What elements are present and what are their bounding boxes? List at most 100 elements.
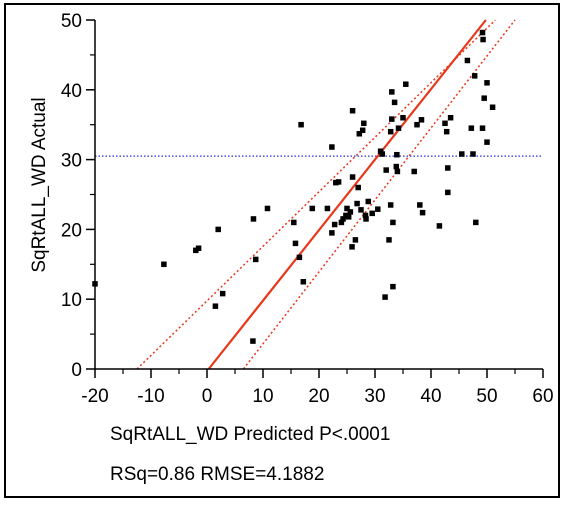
data-point	[394, 168, 401, 175]
y-tick-label: 30	[61, 151, 82, 172]
data-point	[411, 168, 417, 175]
data-point	[479, 125, 486, 131]
data-point	[292, 240, 299, 247]
data-point	[375, 206, 381, 212]
data-point	[369, 210, 375, 217]
data-point	[489, 104, 496, 110]
data-point	[356, 131, 363, 137]
data-point	[309, 205, 316, 212]
data-point	[442, 120, 448, 127]
data-point	[419, 209, 426, 216]
data-point	[400, 114, 406, 121]
data-point	[468, 125, 475, 131]
data-point	[343, 212, 349, 219]
data-point	[464, 57, 471, 64]
confidence-curve-lower	[242, 19, 516, 370]
data-point	[354, 200, 360, 207]
x-tick-label: 0	[202, 386, 213, 407]
data-point	[471, 73, 478, 79]
data-point	[447, 114, 454, 121]
data-point	[484, 139, 490, 145]
data-point	[377, 148, 384, 154]
data-point	[358, 207, 364, 213]
data-point	[403, 81, 409, 87]
data-point	[379, 151, 386, 157]
y-tick-label: 50	[61, 11, 82, 32]
y-tick-label: 0	[71, 360, 82, 381]
data-point	[252, 256, 259, 263]
data-point	[361, 120, 367, 127]
data-point	[215, 226, 221, 233]
data-point	[390, 219, 396, 226]
data-point	[389, 89, 395, 95]
data-point	[473, 219, 479, 226]
data-point	[338, 219, 345, 226]
data-point	[365, 198, 372, 205]
confidence-curve-upper	[136, 19, 496, 370]
data-point	[445, 189, 451, 196]
data-point	[383, 167, 389, 173]
data-point	[250, 338, 256, 344]
data-point	[355, 184, 361, 191]
data-point	[329, 144, 335, 150]
data-point	[436, 223, 443, 229]
data-point	[329, 230, 335, 236]
data-points	[92, 29, 496, 344]
data-point	[300, 279, 307, 285]
x-tick-label: 50	[476, 386, 497, 407]
data-point	[219, 290, 226, 297]
data-point	[393, 163, 400, 170]
data-point	[333, 179, 339, 186]
x-tick-label: 40	[420, 386, 441, 407]
data-point	[359, 127, 366, 134]
fit-line	[207, 19, 487, 370]
y-tick-label: 40	[61, 81, 82, 102]
y-tick-label: 10	[61, 290, 82, 311]
x-tick-label: -10	[137, 386, 164, 407]
data-point	[264, 205, 271, 212]
y-tick-label: 20	[61, 220, 82, 241]
data-point	[459, 151, 465, 157]
x-tick-label: 10	[252, 386, 273, 407]
data-point	[484, 80, 490, 86]
y-axis-label: SqRtALL_WD Actual	[29, 97, 50, 272]
data-point	[389, 116, 395, 122]
data-point	[418, 117, 425, 123]
data-point	[349, 244, 355, 250]
data-point	[394, 151, 400, 158]
data-point	[382, 294, 388, 300]
data-point	[347, 209, 354, 215]
x-tick-label: 60	[532, 386, 553, 407]
data-point	[363, 216, 369, 222]
x-axis-label: SqRtALL_WD Predicted P<.0001	[110, 424, 391, 445]
axes: 0 10 20 30 40 50 -20 -10 0 10 20 30 40 50 60	[61, 11, 554, 407]
data-point	[352, 237, 359, 243]
data-point	[414, 121, 420, 128]
chart-frame	[4, 3, 560, 498]
data-point	[340, 216, 346, 222]
reference-lines	[95, 19, 543, 370]
data-point	[479, 29, 486, 36]
x-tick-label: 20	[308, 386, 329, 407]
data-point	[193, 247, 199, 254]
data-point	[395, 125, 402, 131]
data-point	[298, 121, 304, 128]
data-point	[417, 202, 423, 208]
data-point	[362, 212, 369, 219]
data-point	[390, 283, 396, 290]
data-point	[345, 214, 352, 220]
data-point	[296, 254, 303, 261]
x-tick-label: -20	[81, 386, 108, 407]
data-point	[250, 216, 257, 222]
data-point	[480, 36, 486, 43]
data-point	[443, 128, 450, 135]
data-point	[344, 205, 350, 212]
fit-statistics: RSq=0.86 RMSE=4.1882	[110, 464, 325, 485]
data-point	[387, 202, 394, 208]
data-point	[195, 245, 202, 251]
data-point	[481, 95, 487, 101]
data-point	[470, 151, 476, 157]
data-point	[212, 303, 219, 309]
data-point	[331, 221, 338, 228]
